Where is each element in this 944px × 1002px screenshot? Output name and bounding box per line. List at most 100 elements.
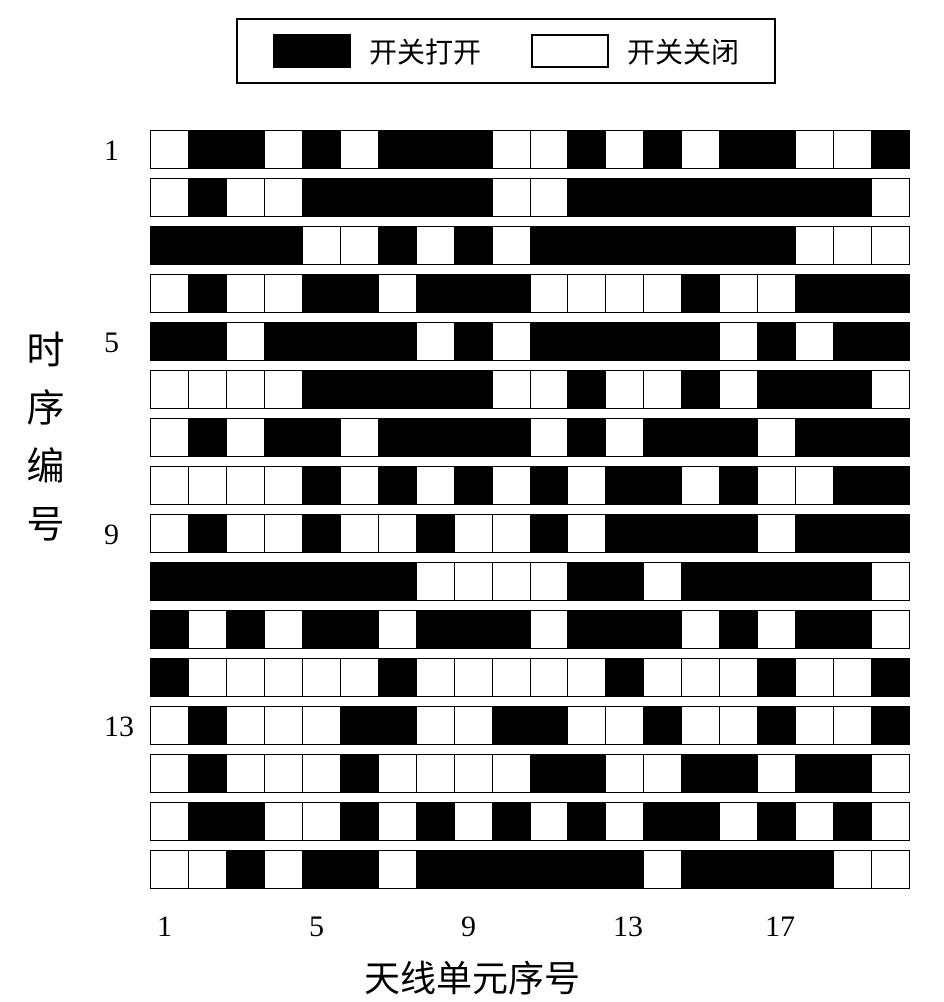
- legend-open-swatch: [273, 34, 351, 68]
- grid-cell: [531, 515, 569, 552]
- grid-cell: [455, 563, 493, 600]
- grid-cell: [531, 227, 569, 264]
- grid-cell: [758, 131, 796, 168]
- grid-cell: [151, 515, 189, 552]
- grid-row: [150, 562, 910, 601]
- grid-cell: [796, 563, 834, 600]
- grid-cell: [379, 611, 417, 648]
- grid-cell: [606, 755, 644, 792]
- grid-cell: [417, 179, 455, 216]
- grid-row: [150, 418, 910, 457]
- grid-cell: [265, 179, 303, 216]
- grid-cell: [568, 467, 606, 504]
- grid-cell: [872, 179, 909, 216]
- grid-cell: [189, 659, 227, 696]
- grid-cell: [265, 707, 303, 744]
- grid-cell: [455, 851, 493, 888]
- grid-cell: [834, 659, 872, 696]
- grid-cell: [227, 371, 265, 408]
- grid-cell: [303, 371, 341, 408]
- grid-cell: [644, 707, 682, 744]
- grid-cell: [796, 515, 834, 552]
- grid-cell: [606, 659, 644, 696]
- grid-cell: [493, 659, 531, 696]
- grid-cell: [227, 755, 265, 792]
- grid-cell: [493, 275, 531, 312]
- grid-cell: [606, 179, 644, 216]
- grid-cell: [796, 275, 834, 312]
- grid-cell: [682, 467, 720, 504]
- grid-cell: [341, 659, 379, 696]
- grid-cell: [303, 515, 341, 552]
- grid-cell: [303, 467, 341, 504]
- grid-cell: [189, 371, 227, 408]
- grid-cell: [455, 371, 493, 408]
- grid-cell: [834, 707, 872, 744]
- grid-cell: [644, 851, 682, 888]
- grid-cell: [531, 419, 569, 456]
- grid-cell: [151, 419, 189, 456]
- grid-row: [150, 370, 910, 409]
- grid-cell: [455, 611, 493, 648]
- grid-cell: [189, 227, 227, 264]
- grid-cell: [872, 803, 909, 840]
- grid-cell: [417, 707, 455, 744]
- grid-cell: [227, 515, 265, 552]
- grid-cell: [758, 803, 796, 840]
- grid-cell: [265, 755, 303, 792]
- grid-cell: [151, 707, 189, 744]
- legend-closed-swatch: [531, 34, 609, 68]
- grid-cell: [606, 227, 644, 264]
- grid-cell: [493, 707, 531, 744]
- grid-cell: [758, 707, 796, 744]
- grid-cell: [872, 371, 909, 408]
- grid-cell: [796, 227, 834, 264]
- grid-cell: [189, 803, 227, 840]
- grid-cell: [606, 419, 644, 456]
- grid-cell: [227, 851, 265, 888]
- grid-cell: [151, 323, 189, 360]
- grid-cell: [227, 323, 265, 360]
- grid-cell: [644, 563, 682, 600]
- grid-cell: [151, 179, 189, 216]
- grid-cell: [644, 659, 682, 696]
- grid-cell: [151, 659, 189, 696]
- grid-cell: [303, 563, 341, 600]
- grid-cell: [834, 851, 872, 888]
- y-tick: 1: [104, 134, 119, 168]
- grid-cell: [720, 419, 758, 456]
- grid-cell: [531, 803, 569, 840]
- grid-cell: [189, 179, 227, 216]
- grid-cell: [834, 131, 872, 168]
- grid-cell: [151, 275, 189, 312]
- grid-cell: [455, 659, 493, 696]
- grid-cell: [606, 707, 644, 744]
- grid-cell: [189, 563, 227, 600]
- grid-cell: [531, 371, 569, 408]
- grid-cell: [682, 755, 720, 792]
- grid-cell: [493, 371, 531, 408]
- grid-cell: [682, 275, 720, 312]
- grid-cell: [189, 851, 227, 888]
- grid-cell: [151, 227, 189, 264]
- x-axis-title: 天线单元序号: [0, 950, 944, 1002]
- grid-cell: [379, 803, 417, 840]
- grid-row: [150, 178, 910, 217]
- grid-cell: [227, 275, 265, 312]
- grid-cell: [341, 563, 379, 600]
- y-tick: 5: [104, 326, 119, 360]
- x-tick: 5: [309, 910, 324, 944]
- grid-cell: [341, 515, 379, 552]
- grid-cell: [379, 707, 417, 744]
- grid-row: [150, 322, 910, 361]
- grid-cell: [341, 707, 379, 744]
- grid-cell: [682, 611, 720, 648]
- grid-cell: [872, 851, 909, 888]
- grid-cell: [568, 227, 606, 264]
- grid-cell: [644, 515, 682, 552]
- grid-cell: [379, 755, 417, 792]
- grid-cell: [379, 659, 417, 696]
- grid-cell: [151, 371, 189, 408]
- grid-cell: [872, 563, 909, 600]
- grid-cell: [720, 803, 758, 840]
